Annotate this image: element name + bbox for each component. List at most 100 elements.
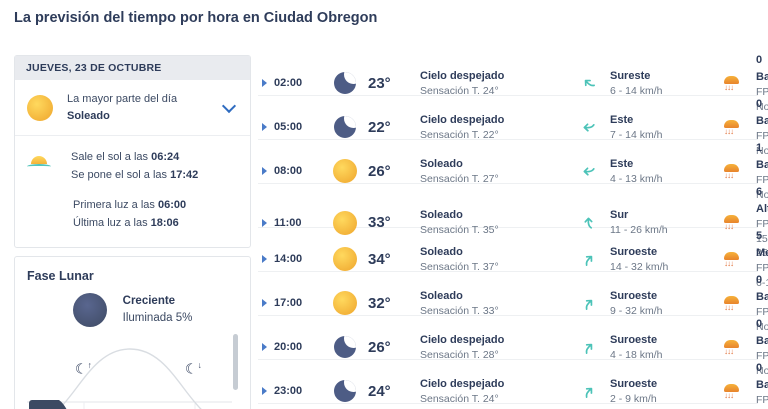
forecast-row[interactable]: 14:00 34° Soleado Sensación T. 37° Suroe… [258, 228, 768, 289]
weather-icon-cell [322, 72, 368, 95]
time-label: 02:00 [274, 77, 303, 90]
fps-label: FPS: No [756, 394, 768, 409]
uv-index-icon: ↓↓↓ [724, 339, 741, 355]
wind-direction-label: Suroeste [610, 377, 658, 390]
wind-speed-label: 9 - 32 km/h [610, 305, 663, 318]
feels-like-label: Sensación T. 27° [420, 173, 499, 186]
condition-cell: Cielo despejado Sensación T. 24° [420, 376, 580, 407]
feels-like-label: Sensación T. 33° [420, 305, 499, 318]
condition-cell: Soleado Sensación T. 27° [420, 156, 580, 187]
expand-caret-icon[interactable] [262, 299, 267, 308]
wind-speed-label: 6 - 14 km/h [610, 85, 663, 98]
uv-index-label: 0 Bajo [756, 54, 768, 83]
forecast-row[interactable]: 17:00 32° Soleado Sensación T. 33° Suroe… [258, 272, 768, 333]
uv-cell: 6 Alto FPS: 15-25 [756, 184, 768, 261]
wind-direction-label: Este [610, 157, 634, 170]
time-label: 20:00 [274, 341, 303, 354]
wind-direction-icon [580, 339, 610, 356]
weather-icon [334, 380, 356, 403]
feels-like-label: Sensación T. 28° [420, 349, 499, 362]
wind-speed-label: 4 - 13 km/h [610, 173, 663, 186]
uv-index-icon: ↓↓↓ [724, 215, 741, 231]
uv-index-label: 0 Bajo [756, 98, 768, 127]
time-cell: 08:00 [258, 165, 322, 177]
time-cell: 23:00 [258, 385, 322, 397]
condition-label: Cielo despejado [420, 113, 505, 126]
expand-caret-icon[interactable] [262, 123, 267, 132]
sunset-time: 17:42 [170, 169, 199, 182]
condition-cell: Soleado Sensación T. 35° [420, 207, 580, 238]
day-condition-text: La mayor parte del día Soleado [67, 91, 216, 124]
condition-label: Soleado [420, 157, 463, 170]
forecast-row[interactable]: 05:00 22° Cielo despejado Sensación T. 2… [258, 96, 768, 157]
wind-cell: Suroeste 2 - 9 km/h [610, 376, 724, 407]
forecast-row[interactable]: 23:00 24° Cielo despejado Sensación T. 2… [258, 360, 768, 409]
wind-direction-icon [580, 214, 610, 231]
moon-phase-name: Creciente [122, 294, 176, 307]
uv-index-label: 0 Bajo [756, 362, 768, 391]
temperature: 22° [368, 118, 391, 136]
moonset-icon: ☾↓ [185, 360, 202, 377]
uv-cell: 0 Bajo FPS: No [756, 360, 768, 409]
time-label: 05:00 [274, 121, 303, 134]
feels-like-label: Sensación T. 22° [420, 129, 499, 142]
moon-illumination: Iluminada 5% [122, 312, 193, 325]
date-header: JUEVES, 23 DE OCTUBRE [15, 56, 250, 80]
weather-icon [333, 210, 357, 235]
weather-icon-cell [322, 159, 368, 184]
wind-cell: Suroeste 9 - 32 km/h [610, 288, 724, 319]
chevron-down-icon[interactable] [221, 98, 237, 113]
weather-icon [334, 336, 356, 359]
weather-icon-cell [322, 116, 368, 139]
forecast-row[interactable]: 08:00 26° Soleado Sensación T. 27° Este … [258, 140, 768, 201]
expand-caret-icon[interactable] [262, 255, 267, 264]
wind-direction-label: Suroeste [610, 333, 658, 346]
expand-caret-icon[interactable] [262, 79, 267, 88]
uv-index-icon: ↓↓↓ [724, 383, 741, 399]
condition-label: Cielo despejado [420, 69, 505, 82]
wind-direction-label: Sur [610, 208, 629, 221]
day-condition-line2: Soleado [67, 109, 110, 122]
weather-icon-cell [322, 291, 368, 316]
temperature: 33° [368, 214, 391, 232]
expand-caret-icon[interactable] [262, 387, 267, 396]
expand-caret-icon[interactable] [262, 167, 267, 176]
temperature: 24° [368, 382, 391, 400]
uv-cell: 0 Bajo FPS: No [756, 272, 768, 334]
moon-arc-svg [27, 348, 232, 409]
forecast-row[interactable]: 11:00 33° Soleado Sensación T. 35° Sur 1… [258, 184, 768, 259]
moon-phase-title: Fase Lunar [27, 268, 94, 283]
uv-index-icon: ↓↓↓ [724, 295, 741, 311]
wind-cell: Sur 11 - 26 km/h [610, 207, 724, 238]
wind-cell: Suroeste 14 - 32 km/h [610, 244, 724, 275]
condition-cell: Soleado Sensación T. 37° [420, 244, 580, 275]
temperature: 26° [368, 338, 391, 356]
moonrise-icon: ☾↑ [75, 360, 92, 377]
weather-icon-cell [322, 380, 368, 403]
condition-cell: Cielo despejado Sensación T. 24° [420, 68, 580, 99]
uv-cell: 5 Medio FPS: 6-10 [756, 228, 768, 290]
wind-direction-label: Suroeste [610, 245, 658, 258]
fps-label: FPS: 15-25 [756, 218, 768, 260]
expand-caret-icon[interactable] [262, 343, 267, 352]
time-cell: 20:00 [258, 341, 322, 353]
weather-icon [333, 291, 357, 316]
expand-caret-icon[interactable] [262, 218, 267, 227]
wind-cell: Este 7 - 14 km/h [610, 112, 724, 143]
wind-cell: Sureste 6 - 14 km/h [610, 68, 724, 99]
uv-cell: 1 Bajo FPS: No [756, 140, 768, 202]
weather-icon-cell [322, 247, 368, 272]
time-cell: 05:00 [258, 121, 322, 133]
condition-cell: Cielo despejado Sensación T. 28° [420, 332, 580, 363]
wind-speed-label: 7 - 14 km/h [610, 129, 663, 142]
sun-icon [27, 94, 53, 121]
forecast-row[interactable]: 20:00 26° Cielo despejado Sensación T. 2… [258, 316, 768, 377]
day-condition-row[interactable]: La mayor parte del día Soleado [15, 80, 250, 136]
forecast-row[interactable]: 02:00 23° Cielo despejado Sensación T. 2… [258, 52, 768, 113]
wind-direction-icon [580, 163, 610, 180]
weather-icon [334, 72, 356, 95]
temperature: 34° [368, 250, 391, 268]
vertical-scrollbar[interactable] [233, 334, 238, 391]
weather-icon-cell [322, 336, 368, 359]
